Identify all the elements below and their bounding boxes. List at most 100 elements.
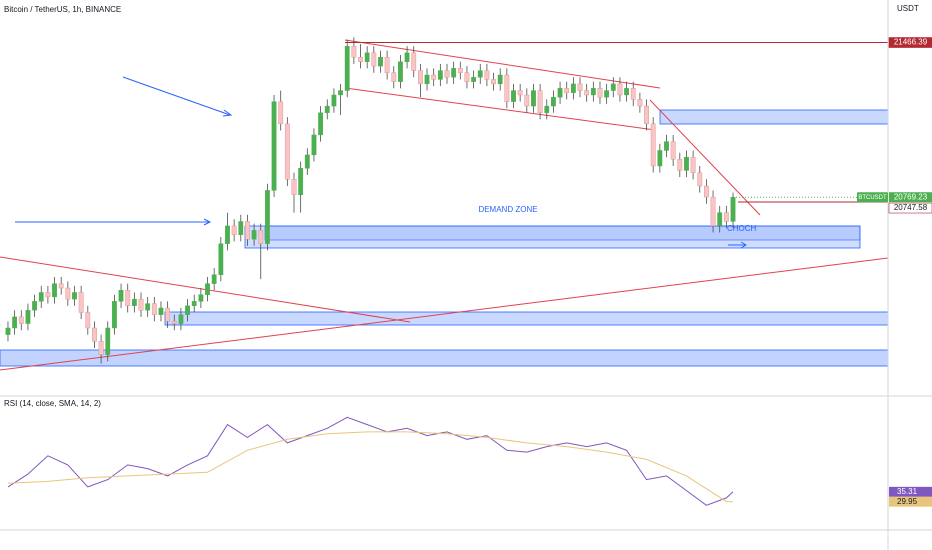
candle-body — [218, 243, 224, 275]
candle-body — [451, 68, 457, 78]
candle-body — [185, 305, 190, 315]
candle-body — [597, 88, 603, 98]
candle-body — [125, 290, 131, 306]
candle-body — [504, 74, 510, 102]
candle-body — [331, 94, 337, 107]
zone — [659, 109, 889, 125]
value-tag — [889, 486, 932, 497]
rsi-line — [7, 431, 734, 503]
candle-body — [278, 101, 284, 125]
candle-body — [165, 307, 171, 322]
annotation: CHOCH — [727, 224, 757, 233]
candle-body — [524, 94, 530, 107]
candle-body — [650, 123, 656, 167]
candle-body — [610, 83, 616, 91]
candle-body — [537, 90, 543, 113]
annotation: DEMAND ZONE — [478, 205, 537, 214]
candle-body — [551, 96, 556, 107]
candle-body — [298, 168, 304, 196]
candle-body — [338, 90, 343, 96]
candle-body — [171, 321, 177, 324]
trend-line — [344, 39, 661, 89]
candle-body — [191, 301, 197, 306]
candle-body — [358, 57, 363, 62]
candle-body — [424, 74, 430, 85]
candle-body — [264, 190, 270, 244]
candle-body — [138, 298, 144, 311]
candle-body — [570, 83, 576, 93]
value-tag-label: 29.95 — [897, 497, 918, 506]
candle-body — [291, 179, 297, 196]
candle-body — [604, 90, 610, 98]
candle-body — [417, 70, 423, 85]
candle-body — [437, 70, 443, 80]
candle-body — [198, 294, 204, 302]
zone — [0, 349, 889, 367]
candle-body — [158, 307, 164, 315]
zone — [164, 311, 889, 326]
candle-body — [697, 172, 703, 187]
candle-body — [311, 134, 317, 156]
candle-body — [617, 83, 623, 96]
candle-body — [271, 101, 277, 191]
candle-body — [351, 45, 357, 58]
candle-body — [723, 212, 729, 222]
candle-body — [344, 45, 350, 91]
candle-body — [78, 292, 84, 313]
candle-body — [92, 327, 97, 342]
candle-body — [118, 290, 124, 302]
trend-line — [0, 257, 889, 371]
candle-body — [65, 287, 71, 300]
candle-body — [238, 221, 244, 235]
level-tag-label: 20747.58 — [894, 203, 928, 212]
candle-body — [371, 52, 377, 67]
candle-body — [657, 150, 663, 167]
candle-body — [25, 310, 31, 324]
candle-body — [98, 341, 104, 355]
marks — [5, 37, 888, 506]
candle-body — [431, 74, 437, 80]
level-tag — [888, 202, 932, 214]
candle-body — [211, 274, 217, 284]
candle-body — [318, 112, 324, 136]
candle-body — [364, 52, 370, 62]
candle-body — [577, 83, 583, 91]
rsi-line — [7, 416, 734, 506]
candle-body — [112, 301, 117, 329]
candle-body — [391, 72, 397, 82]
arrow-head — [222, 109, 233, 117]
trend-line — [0, 256, 411, 323]
arrow-head — [740, 241, 747, 249]
candle-body — [690, 156, 696, 173]
candle-body — [644, 105, 649, 125]
candle-body — [245, 221, 250, 240]
candle-body — [72, 292, 77, 300]
candle-body — [544, 105, 550, 113]
candle-body — [491, 79, 496, 85]
candle-body — [730, 197, 736, 222]
candle-body — [304, 154, 310, 169]
candle-body — [105, 327, 111, 355]
level-tag-label: 21466.39 — [894, 38, 928, 47]
candle-body — [717, 212, 723, 227]
candle-body — [38, 292, 44, 302]
candle-body — [511, 90, 516, 102]
candle-body — [324, 105, 330, 113]
candle-body — [18, 316, 24, 324]
candle-body — [45, 292, 51, 298]
symbol-tag — [857, 192, 888, 203]
candle-body — [464, 72, 470, 82]
arrow-head — [203, 218, 212, 226]
symbol-label: BTCUSDT — [858, 195, 887, 201]
axis-unit: USDT — [897, 4, 919, 13]
candle-body — [205, 283, 210, 295]
candle-body — [564, 88, 570, 93]
value-tag-label: 35.31 — [897, 487, 918, 496]
candle-body — [131, 298, 137, 306]
candle-body — [225, 225, 230, 244]
candle-body — [471, 77, 476, 82]
arrow — [122, 76, 231, 116]
candle-body — [404, 52, 410, 62]
candle-body — [151, 303, 157, 315]
